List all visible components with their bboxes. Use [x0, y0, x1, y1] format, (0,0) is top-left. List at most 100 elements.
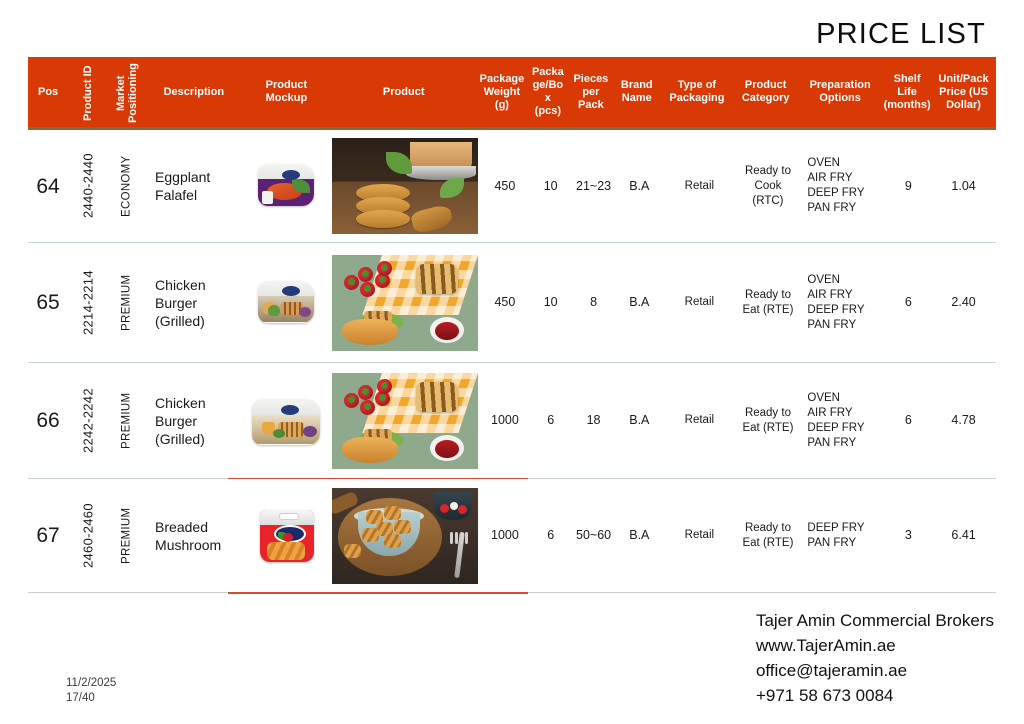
- header-line: Package: [479, 72, 525, 85]
- cell-product-category: Ready to Eat (RTE): [742, 288, 794, 316]
- column-header-product-id: Product ID: [82, 65, 95, 121]
- prep-option: DEEP FRY: [807, 187, 865, 199]
- header-line: Dollar): [946, 98, 981, 111]
- header-line: Price (US: [939, 85, 988, 98]
- footer-website[interactable]: www.TajerAmin.ae: [755, 636, 896, 655]
- page-title: PRICE LIST: [816, 18, 986, 50]
- prep-option: AIR FRY: [807, 288, 853, 301]
- cell-pos: 65: [36, 291, 60, 314]
- falafel-patties-photo: [332, 138, 479, 234]
- cell-product-id: 2214-2214: [80, 270, 96, 335]
- column-header-description: Description: [163, 85, 225, 98]
- header-line: Mockup: [265, 92, 308, 104]
- cell-package-weight: 450: [494, 295, 516, 309]
- cell-type-of-packaging: Retail: [684, 414, 715, 426]
- cell-brand-name: B.A: [629, 295, 650, 309]
- header-line: ge/Bo: [532, 79, 564, 91]
- header-line: Options: [819, 92, 861, 104]
- column-header-brand-name: Brand Name: [614, 57, 660, 127]
- cell-type-of-packaging: Retail: [684, 179, 715, 192]
- cell-package-box: 6: [547, 413, 555, 427]
- cell-market-positioning: PREMIUM: [120, 507, 133, 564]
- header-line: Type of: [677, 79, 717, 91]
- footer-company-name: Tajer Amin Commercial Brokers: [755, 611, 994, 630]
- cell-product-photo: [331, 479, 479, 592]
- footer-page-number: 17/40: [66, 692, 95, 704]
- cell-shelf-life: 9: [904, 178, 912, 193]
- cell-market-positioning: PREMIUM: [120, 392, 133, 449]
- table-row[interactable]: 66 2242-2242 PREMIUM Chicken Burger (Gri…: [28, 363, 996, 480]
- column-header-product-mockup: Product Mockup: [242, 57, 332, 127]
- cell-description: Breaded Mushroom: [155, 518, 222, 553]
- prep-option: OVEN: [807, 273, 840, 286]
- cell-package-weight: 1000: [491, 528, 519, 542]
- column-header-product-category: Product Category: [734, 57, 797, 127]
- prep-option: DEEP FRY: [807, 421, 865, 434]
- cell-brand-name: B.A: [629, 178, 650, 193]
- cell-unit-price: 2.40: [951, 295, 976, 309]
- cell-product-photo: [331, 363, 479, 478]
- header-line: Packa: [531, 66, 564, 78]
- breaded-mushroom-photo: [332, 487, 479, 584]
- column-header-unit-pack-price: Unit/Pack Price (US Dollar): [931, 57, 996, 127]
- cell-package-box: 6: [547, 528, 555, 542]
- footer-email[interactable]: office@tajeramin.ae: [755, 661, 908, 680]
- column-header-preparation-options: Preparation Options: [797, 57, 883, 127]
- header-line: x: [544, 92, 551, 104]
- header-line: Preparation: [809, 79, 871, 91]
- column-header-shelf-life: Shelf Life (months): [883, 57, 931, 127]
- header-line: Life: [897, 85, 917, 98]
- cell-package-box: 10: [543, 295, 558, 309]
- header-line: Packaging: [669, 92, 725, 104]
- price-list-table: Pos Product ID Market Positioning Descri…: [28, 57, 996, 594]
- cell-product-category: Ready to Cook (RTC): [744, 164, 791, 207]
- chicken-burger-pouch-large-icon: [250, 393, 322, 449]
- header-line: Pieces: [573, 72, 609, 85]
- cell-pieces-per-pack: 21~23: [576, 178, 612, 193]
- footer-meta-block: 11/2/2025 17/40: [66, 676, 116, 706]
- table-row[interactable]: 67 2460-2460 PREMIUM Breaded Mushroom: [28, 479, 996, 594]
- header-line: Product: [265, 79, 308, 91]
- cell-preparation-options: OVEN AIR FRY DEEP FRY PAN FRY: [799, 243, 885, 362]
- prep-option: DEEP FRY: [807, 521, 865, 534]
- row-accent-line: [228, 592, 528, 594]
- header-line: Unit/Pack: [938, 72, 989, 85]
- prep-option: PAN FRY: [807, 318, 857, 331]
- column-header-product: Product: [382, 85, 425, 98]
- column-header-pos: Pos: [37, 85, 59, 98]
- column-header-type-of-packaging: Type of Packaging: [660, 57, 734, 127]
- cell-pieces-per-pack: 8: [590, 295, 598, 309]
- table-row[interactable]: 64 2440-2440 ECONOMY Eggplant Falafel 45…: [28, 130, 996, 243]
- column-header-package-weight: Package Weight (g): [476, 57, 528, 127]
- cell-product-id: 2460-2460: [80, 503, 96, 568]
- footer-contact-block: Tajer Amin Commercial Brokers www.TajerA…: [756, 608, 994, 708]
- eggplant-falafel-pouch-icon: [250, 158, 322, 214]
- prep-option: PAN FRY: [807, 436, 857, 449]
- table-row[interactable]: 65 2214-2214 PREMIUM Chicken Burger (Gri…: [28, 243, 996, 363]
- cell-description: Chicken Burger (Grilled): [155, 276, 206, 329]
- cell-package-weight: 1000: [491, 413, 519, 427]
- cell-preparation-options: DEEP FRY PAN FRY: [799, 479, 885, 592]
- cell-preparation-options: OVEN AIR FRY DEEP FRY PAN FRY: [799, 363, 885, 478]
- cell-pos: 66: [36, 409, 60, 432]
- column-header-market-positioning: Market Positioning: [115, 63, 140, 123]
- table-header-row: Pos Product ID Market Positioning Descri…: [28, 57, 996, 130]
- prep-option: AIR FRY: [807, 172, 853, 184]
- cell-pieces-per-pack: 50~60: [576, 528, 612, 542]
- chicken-burger-pouch-small-icon: [250, 275, 322, 331]
- cell-product-id: 2242-2242: [80, 388, 96, 453]
- footer-phone[interactable]: +971 58 673 0084: [755, 686, 894, 705]
- cell-product-mockup: [242, 243, 332, 362]
- cell-product-mockup: [242, 363, 332, 478]
- cell-product-category: Ready to Eat (RTE): [742, 406, 794, 434]
- breaded-mushroom-bag-icon: [250, 508, 322, 564]
- header-line: (months): [883, 98, 931, 111]
- header-line: Pack: [578, 98, 604, 111]
- cell-product-mockup: [242, 479, 332, 592]
- cell-shelf-life: 3: [904, 528, 912, 542]
- prep-option: OVEN: [807, 157, 840, 169]
- cell-description: Chicken Burger (Grilled): [155, 394, 206, 447]
- cell-product-photo: [331, 243, 479, 362]
- prep-option: PAN FRY: [807, 202, 857, 214]
- cell-shelf-life: 6: [904, 295, 912, 309]
